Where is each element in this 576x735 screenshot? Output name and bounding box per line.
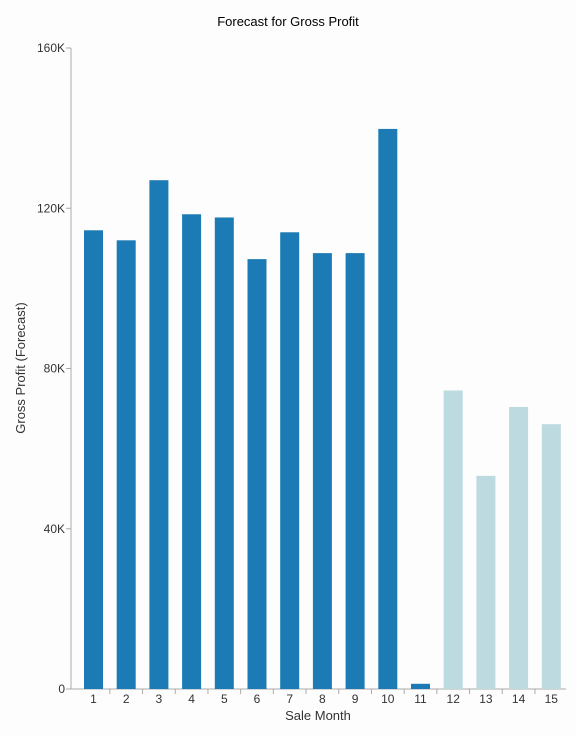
x-tick-label: 1 bbox=[90, 692, 97, 706]
x-tick-label: 10 bbox=[381, 692, 395, 706]
bar bbox=[280, 232, 300, 689]
y-tick-label: 160K bbox=[37, 41, 65, 55]
y-tick-label: 80K bbox=[44, 362, 65, 376]
x-tick-label: 7 bbox=[286, 692, 293, 706]
x-axis-label: Sale Month bbox=[285, 708, 351, 723]
x-tick-label: 4 bbox=[188, 692, 195, 706]
bar bbox=[541, 424, 561, 689]
x-tick-label: 6 bbox=[254, 692, 261, 706]
x-tick-label: 9 bbox=[352, 692, 359, 706]
bar bbox=[116, 240, 136, 690]
bar bbox=[247, 259, 267, 689]
bar bbox=[378, 128, 398, 689]
x-tick-label: 14 bbox=[512, 692, 526, 706]
bar bbox=[312, 253, 332, 689]
bar bbox=[84, 230, 103, 690]
x-tick-label: 5 bbox=[221, 692, 228, 706]
bar bbox=[443, 390, 463, 689]
bar bbox=[345, 253, 365, 689]
bar bbox=[411, 683, 430, 689]
bar bbox=[149, 180, 169, 690]
y-tick-label: 40K bbox=[44, 522, 65, 536]
x-tick-label: 3 bbox=[156, 692, 163, 706]
x-tick-label: 12 bbox=[447, 692, 461, 706]
y-tick-label: 0 bbox=[58, 682, 65, 696]
bar bbox=[214, 217, 234, 690]
bar bbox=[476, 475, 496, 689]
x-tick-label: 8 bbox=[319, 692, 326, 706]
x-tick-label: 2 bbox=[123, 692, 130, 706]
bar bbox=[509, 406, 529, 689]
chart-title: Forecast for Gross Profit bbox=[217, 14, 359, 29]
x-tick-label: 11 bbox=[414, 692, 427, 706]
bar bbox=[182, 214, 202, 689]
x-tick-label: 15 bbox=[545, 692, 559, 706]
y-tick-label: 120K bbox=[37, 201, 65, 215]
x-tick-label: 13 bbox=[479, 692, 493, 706]
y-axis-label: Gross Profit (Forecast) bbox=[13, 302, 28, 433]
